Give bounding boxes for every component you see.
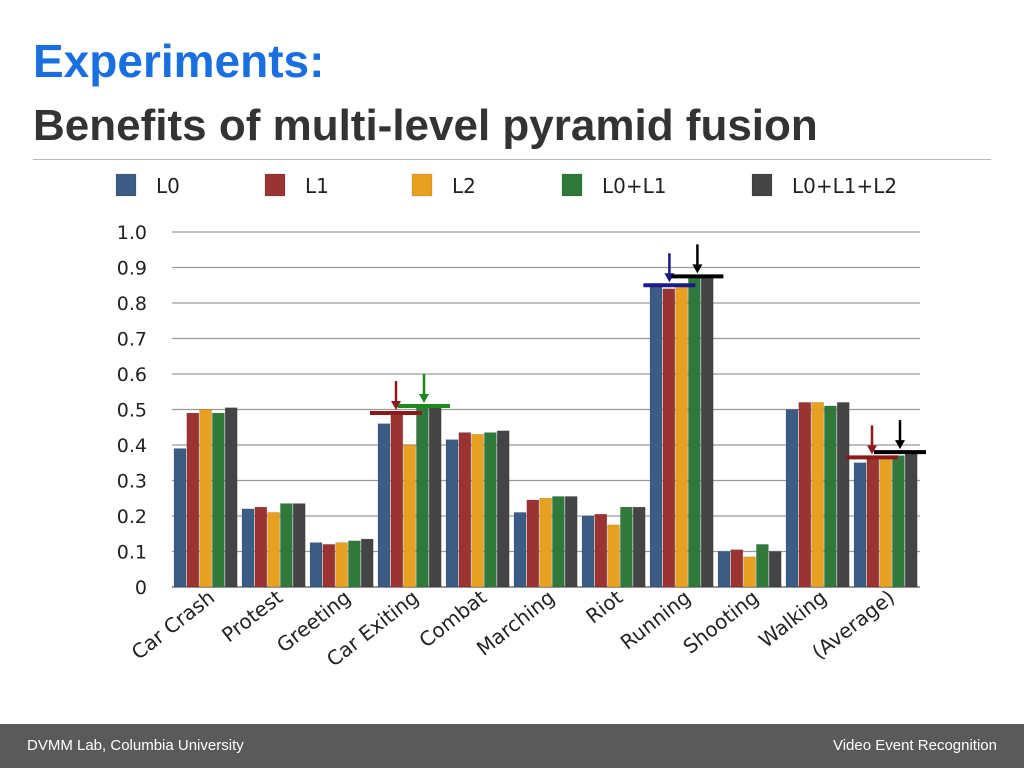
- legend-swatch-l1: [264, 173, 286, 197]
- y-tick-label: 0.6: [117, 364, 147, 386]
- bar-average-l0-l1-l2: [904, 451, 918, 588]
- bar-riot-l2: [607, 524, 620, 588]
- bar-protest-l1: [254, 506, 268, 588]
- bar-greeting-l0: [309, 542, 323, 588]
- bar-riot-l1: [594, 513, 608, 588]
- bar-marching-l0-l1: [552, 496, 565, 588]
- bar-walking-l0: [785, 409, 799, 588]
- bar-running-l0: [649, 284, 663, 588]
- bar-shooting-l0-l1: [756, 544, 769, 588]
- bar-car-exiting-l0-l1: [416, 405, 429, 588]
- bar-combat-l1: [458, 432, 472, 588]
- bar-greeting-l1: [322, 544, 336, 588]
- bar-walking-l2: [811, 402, 824, 588]
- bar-car-exiting-l0-l1-l2: [428, 405, 442, 588]
- bar-combat-l2: [471, 434, 484, 588]
- bar-combat-l0-l1-l2: [496, 430, 510, 588]
- bar-protest-l0: [241, 508, 255, 588]
- bar-riot-l0-l1-l2: [632, 506, 646, 588]
- bar-riot-l0: [581, 515, 595, 588]
- bar-car-crash-l0-l1-l2: [224, 407, 238, 588]
- y-tick-label: 0.4: [117, 435, 147, 457]
- bar-shooting-l0: [717, 551, 731, 588]
- legend-swatch-l0-l1: [561, 173, 583, 197]
- bar-running-l0-l1-l2: [700, 277, 714, 588]
- y-tick-label: 0: [135, 577, 147, 599]
- annotation-arrow-head-5: [895, 440, 905, 450]
- annotation-arrow-head-4: [867, 445, 877, 455]
- footer-bar: DVMM Lab, Columbia University Video Even…: [0, 724, 1024, 768]
- bar-car-exiting-l2: [403, 444, 416, 588]
- annotation-arrow-head-0: [391, 401, 401, 411]
- bar-greeting-l0-l1: [348, 540, 361, 588]
- title-divider: [33, 159, 991, 160]
- slide-title: Experiments:: [33, 35, 325, 87]
- bar-shooting-l1: [730, 549, 744, 588]
- bar-protest-l2: [267, 512, 280, 588]
- bar-walking-l0-l1-l2: [836, 402, 850, 588]
- bar-protest-l0-l1-l2: [292, 503, 306, 588]
- y-tick-label: 1.0: [117, 222, 147, 244]
- bar-greeting-l0-l1-l2: [360, 538, 374, 588]
- bar-car-exiting-l1: [390, 412, 404, 588]
- bar-car-crash-l2: [199, 409, 212, 588]
- bar-marching-l1: [526, 499, 540, 588]
- bar-shooting-l0-l1-l2: [768, 551, 782, 588]
- bar-average-l0-l1: [892, 455, 905, 588]
- bar-marching-l0: [513, 512, 527, 588]
- bar-marching-l2: [539, 497, 552, 588]
- footer-topic: Video Event Recognition: [832, 737, 997, 754]
- bar-riot-l0-l1: [620, 506, 633, 588]
- bar-average-l1: [866, 457, 880, 588]
- legend-swatch-l2: [411, 173, 433, 197]
- y-tick-label: 0.3: [117, 471, 147, 493]
- bar-car-crash-l0: [173, 448, 187, 588]
- x-category-label: Shooting: [678, 585, 763, 658]
- bar-shooting-l2: [743, 556, 756, 588]
- legend-swatch-l0: [115, 173, 137, 197]
- legend-label-l0-l1: L0+L1: [602, 174, 667, 198]
- legend-label-l1: L1: [305, 174, 329, 198]
- y-tick-label: 0.7: [117, 329, 147, 351]
- legend-label-l0-l1-l2: L0+L1+L2: [792, 174, 897, 198]
- bar-car-exiting-l0: [377, 423, 391, 588]
- annotation-arrow-head-1: [419, 393, 429, 403]
- bar-running-l2: [675, 284, 688, 588]
- annotation-arrow-head-3: [692, 264, 703, 274]
- y-tick-label: 0.8: [117, 293, 147, 315]
- bar-running-l0-l1: [688, 277, 701, 588]
- bar-car-crash-l0-l1: [212, 412, 225, 588]
- y-tick-label: 0.2: [117, 506, 147, 528]
- bar-average-l2: [879, 458, 892, 588]
- bar-combat-l0-l1: [484, 432, 497, 588]
- bar-walking-l1: [798, 402, 812, 588]
- bar-walking-l0-l1: [824, 405, 837, 588]
- bar-combat-l0: [445, 439, 459, 588]
- bar-car-crash-l1: [186, 412, 200, 588]
- x-category-label: Riot: [581, 585, 627, 628]
- bar-marching-l0-l1-l2: [564, 496, 578, 588]
- legend-label-l2: L2: [452, 174, 476, 198]
- footer-lab-name: DVMM Lab, Columbia University: [27, 737, 244, 754]
- slide-subtitle: Benefits of multi-level pyramid fusion: [33, 101, 818, 150]
- y-tick-label: 0.1: [117, 542, 147, 564]
- legend-label-l0: L0: [156, 174, 180, 198]
- legend-swatch-l0-l1-l2: [751, 173, 773, 197]
- y-tick-label: 0.9: [117, 258, 147, 280]
- y-tick-label: 0.5: [117, 400, 147, 422]
- bar-running-l1: [662, 288, 676, 588]
- bar-average-l0: [853, 462, 867, 588]
- bar-protest-l0-l1: [280, 503, 293, 588]
- bar-greeting-l2: [335, 542, 348, 588]
